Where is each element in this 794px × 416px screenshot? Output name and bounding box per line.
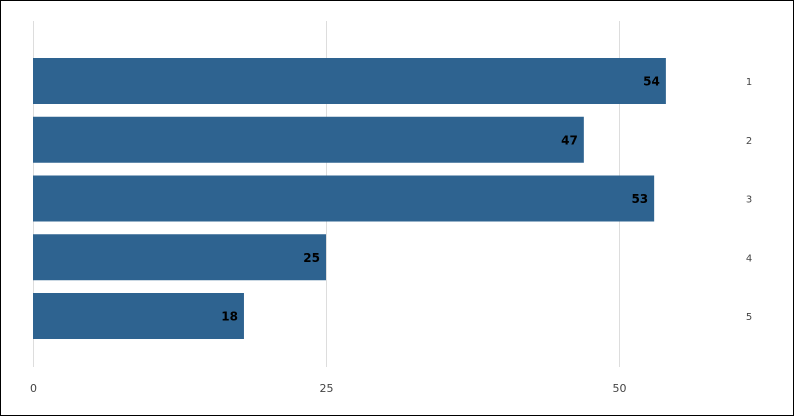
bar (33, 234, 326, 281)
data-label: 53 (631, 192, 648, 206)
bar (33, 116, 584, 163)
bar (33, 175, 655, 222)
data-labels: 54 47 53 25 18 (221, 75, 660, 324)
data-label: 18 (221, 310, 238, 324)
bars (33, 58, 666, 339)
category-labels: 1 2 3 4 5 (746, 77, 752, 323)
x-tick-label: 25 (320, 382, 334, 395)
x-axis-tick-labels: 0 25 50 (30, 382, 627, 395)
category-label: 2 (746, 136, 752, 147)
category-label: 3 (746, 195, 752, 206)
data-label: 47 (561, 133, 578, 147)
category-label: 1 (746, 77, 752, 88)
x-tick-label: 0 (30, 382, 37, 395)
category-label: 5 (746, 312, 752, 323)
data-label: 54 (643, 75, 660, 89)
bar (33, 58, 666, 104)
category-label: 4 (746, 253, 752, 264)
data-label: 25 (303, 251, 320, 265)
bar (33, 293, 244, 339)
x-tick-label: 50 (613, 382, 627, 395)
